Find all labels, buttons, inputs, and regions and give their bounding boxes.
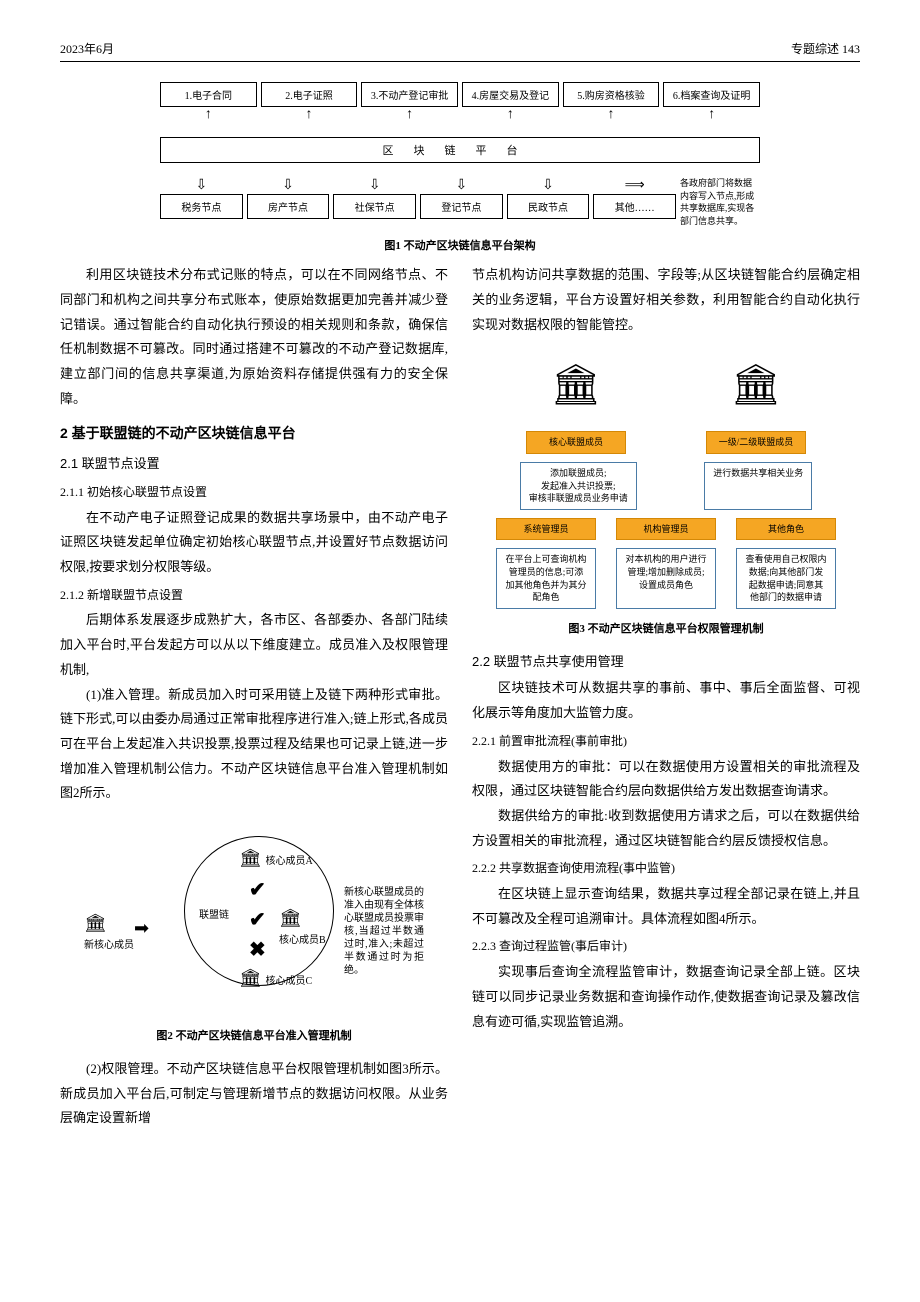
paragraph: 区块链技术可从数据共享的事前、事中、事后全面监督、可视化展示等角度加大监管力度。 — [472, 676, 860, 725]
paragraph: 数据使用方的审批：可以在数据使用方设置相关的审批流程及权限，通过区块链智能合约层… — [472, 755, 860, 804]
fig2-label: 核心成员A — [266, 856, 313, 867]
building-icon: 🏛 — [551, 347, 602, 423]
arrow-icon: ➡ — [134, 911, 149, 945]
paragraph: 数据供给方的审批:收到数据使用方请求之后，可以在数据供给方设置相关的审批流程，通… — [472, 804, 860, 853]
heading-3: 2.1 联盟节点设置 — [60, 452, 448, 477]
main-columns: 利用区块链技术分布式记账的特点，可以在不同网络节点、不同部门和机构之间共享分布式… — [60, 263, 860, 1131]
fig1-node: 登记节点 — [420, 194, 503, 219]
heading-3: 2.2 联盟节点共享使用管理 — [472, 650, 860, 675]
paragraph: (2)权限管理。不动产区块链信息平台权限管理机制如图3所示。新成员加入平台后,可… — [60, 1057, 448, 1131]
fig1-caption: 图1 不动产区块链信息平台架构 — [60, 237, 860, 253]
fig3-caption: 图3 不动产区块链信息平台权限管理机制 — [472, 619, 860, 640]
heading-4: 2.1.2 新增联盟节点设置 — [60, 584, 448, 607]
paragraph: 后期体系发展逐步成熟扩大，各市区、各部委办、各部门陆续加入平台时,平台发起方可以… — [60, 608, 448, 682]
fig3-box: 系统管理员 — [496, 518, 596, 541]
building-icon: 🏛 — [731, 347, 782, 423]
figure-1: 1.电子合同 2.电子证照 3.不动产登记审批 4.房屋交易及登记 5.购房资格… — [160, 82, 760, 227]
paragraph: 实现事后查询全流程监管审计，数据查询记录全部上链。区块链可以同步记录业务数据和查… — [472, 960, 860, 1034]
fig1-node: 房产节点 — [247, 194, 330, 219]
right-column: 节点机构访问共享数据的范围、字段等;从区块链智能合约层确定相关的业务逻辑，平台方… — [472, 263, 860, 1131]
heading-4: 2.1.1 初始核心联盟节点设置 — [60, 481, 448, 504]
fig3-box: 其他角色 — [736, 518, 836, 541]
fig3-box: 添加联盟成员; 发起准入共识投票; 审核非联盟成员业务申请 — [520, 462, 637, 510]
page-header: 2023年6月 专题综述 143 — [60, 40, 860, 62]
fig2-label: 联盟链 — [199, 906, 229, 925]
fig3-box: 查看使用自己权限内数据;向其他部门发起数据申请;同意其他部门的数据申请 — [736, 548, 836, 608]
fig1-box: 3.不动产登记审批 — [361, 82, 458, 107]
bank-icon — [239, 961, 263, 981]
fig2-label: 新核心成员 — [84, 940, 134, 951]
heading-4: 2.2.3 查询过程监管(事后审计) — [472, 935, 860, 958]
paragraph: 在不动产电子证照登记成果的数据共享场景中，由不动产电子证照区块链发起单位确定初始… — [60, 506, 448, 580]
fig3-box: 在平台上可查询机构管理员的信息;可添加其他角色并为其分配角色 — [496, 548, 596, 608]
fig1-platform: 区块链平台 — [160, 137, 760, 163]
paragraph: 利用区块链技术分布式记账的特点，可以在不同网络节点、不同部门和机构之间共享分布式… — [60, 263, 448, 411]
paragraph: 节点机构访问共享数据的范围、字段等;从区块链智能合约层确定相关的业务逻辑，平台方… — [472, 263, 860, 337]
header-section: 专题综述 143 — [791, 40, 860, 57]
bank-icon — [279, 901, 303, 921]
paragraph: 在区块链上显示查询结果，数据共享过程全部记录在链上,并且不可篡改及全程可追溯审计… — [472, 882, 860, 931]
header-date: 2023年6月 — [60, 40, 114, 57]
fig1-node: 税务节点 — [160, 194, 243, 219]
fig1-box: 6.档案查询及证明 — [663, 82, 760, 107]
fig3-box: 机构管理员 — [616, 518, 716, 541]
bank-icon — [84, 906, 108, 926]
bank-icon — [239, 841, 263, 861]
fig2-caption: 图2 不动产区块链信息平台准入管理机制 — [60, 1026, 448, 1047]
fig1-box: 2.电子证照 — [261, 82, 358, 107]
heading-4: 2.2.2 共享数据查询使用流程(事中监管) — [472, 857, 860, 880]
fig3-box: 对本机构的用户进行管理;增加删除成员;设置成员角色 — [616, 548, 716, 608]
fig2-label: 核心成员C — [266, 976, 313, 987]
fig1-box: 4.房屋交易及登记 — [462, 82, 559, 107]
left-column: 利用区块链技术分布式记账的特点，可以在不同网络节点、不同部门和机构之间共享分布式… — [60, 263, 448, 1131]
paragraph: (1)准入管理。新成员加入时可采用链上及链下两种形式审批。链下形式,可以由委办局… — [60, 683, 448, 806]
fig2-desc: 新核心联盟成员的准入由现有全体核心联盟成员投票审核,当超过半数通过时,准入;未超… — [344, 886, 424, 977]
fig1-side-note: 各政府部门将数据内容写入节点,形成共享数据库,实现各部门信息共享。 — [680, 177, 760, 227]
fig1-box: 5.购房资格核验 — [563, 82, 660, 107]
fig2-label: 核心成员B — [279, 935, 326, 946]
heading-4: 2.2.1 前置审批流程(事前审批) — [472, 730, 860, 753]
figure-2: 新核心成员 ➡ 联盟链 核心成员A ✔ 核心成员B ✔ ✖ 核心成员C 新核心联… — [84, 816, 424, 1016]
fig3-box: 一级/二级联盟成员 — [706, 431, 806, 454]
fig3-box: 进行数据共享相关业务 — [704, 462, 812, 510]
fig1-node: 其他…… — [593, 194, 676, 219]
heading-2: 2 基于联盟链的不动产区块链信息平台 — [60, 420, 448, 447]
fig1-node: 社保节点 — [333, 194, 416, 219]
fig1-box: 1.电子合同 — [160, 82, 257, 107]
fig1-node: 民政节点 — [507, 194, 590, 219]
fig3-box: 核心联盟成员 — [526, 431, 626, 454]
figure-3: 🏛 🏛 核心联盟成员 一级/二级联盟成员 添加联盟成员; 发起准入共识投票; 审… — [496, 347, 836, 608]
